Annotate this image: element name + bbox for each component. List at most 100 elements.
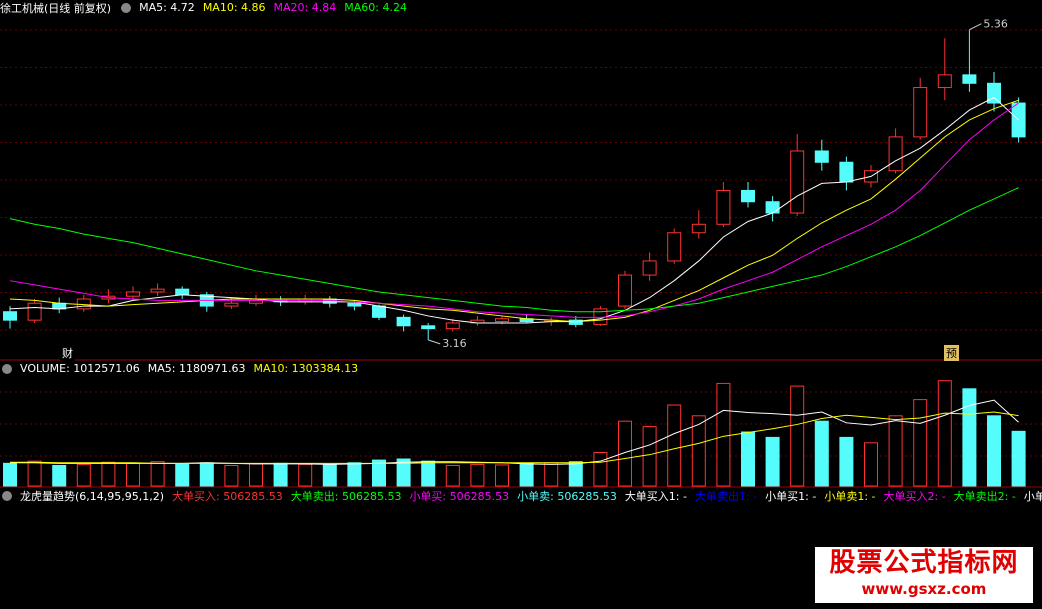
volume-bar (839, 436, 854, 487)
candle-body (396, 316, 411, 327)
volume-bar (790, 385, 805, 487)
volume-bar (273, 462, 288, 487)
candle-body (224, 302, 239, 307)
volume-bar (519, 462, 534, 487)
candle-body (937, 74, 952, 89)
volume-bar (716, 382, 731, 487)
candle-body (618, 274, 632, 307)
ma-value: MA20: 4.84 (273, 1, 337, 14)
volume-bar (568, 461, 583, 487)
candle-body (27, 302, 42, 321)
menu-icon[interactable] (121, 2, 132, 13)
indicator-value: 小单买: 506285.53 (409, 489, 510, 503)
menu-icon[interactable] (2, 490, 12, 501)
candle-body (691, 223, 706, 234)
watermark-url: www.gsxz.com (861, 580, 987, 598)
price-header: 徐工机械(日线 前复权) MA5: 4.72 MA10: 4.86 MA20: 4.8… (0, 0, 407, 15)
ma-value: MA10: 4.86 (202, 1, 266, 14)
indicator-value: 小单买 (1023, 489, 1042, 503)
candle-body (888, 136, 903, 172)
indicator-value: 小单卖1: - (824, 489, 876, 503)
candle-body (987, 82, 1001, 104)
volume-bar (27, 460, 42, 487)
candle-body (962, 74, 977, 84)
volume-bar (175, 463, 190, 487)
volume-bar (913, 399, 928, 487)
candle-body (445, 322, 460, 330)
volume-value: VOLUME: 1012571.06 (20, 362, 140, 375)
max-label: 5.36 (983, 18, 1008, 31)
volume-bar (396, 458, 411, 487)
volume-bar (741, 431, 755, 487)
volume-bar (864, 442, 878, 487)
ma-line (9, 96, 1019, 324)
candle-body (642, 260, 657, 276)
volume-bar (224, 464, 239, 487)
indicator-value: 大单买入2: - (883, 489, 946, 503)
min-arrow (428, 339, 441, 345)
volume-bar (298, 463, 313, 487)
volume-bar (150, 461, 165, 487)
candle-body (814, 150, 829, 163)
volume-bar (52, 464, 67, 487)
candle-body (150, 288, 165, 293)
ma-line (9, 99, 1019, 323)
indicator-value: 大单卖出2: - (953, 489, 1016, 503)
volume-bar (347, 462, 362, 487)
volume-bar (1011, 430, 1026, 487)
candle-body (839, 161, 854, 183)
candle-body (421, 325, 436, 330)
volume-value: MA10: 1303384.13 (253, 362, 359, 375)
candle-body (741, 189, 755, 203)
candle-body (667, 232, 682, 262)
menu-icon[interactable] (2, 363, 12, 374)
volume-bar (691, 415, 706, 487)
candle-body (3, 311, 17, 321)
indicator-value: 大单买入: 506285.53 (172, 489, 283, 503)
indicator-value: 大单卖出: 506285.53 (290, 489, 402, 503)
candle-body (126, 291, 140, 297)
volume-bar (544, 462, 559, 487)
indicator-value: 小单买1: - (765, 489, 817, 503)
forecast-marker[interactable]: 预 (944, 345, 959, 361)
candle-body (790, 150, 805, 214)
candle-body (175, 288, 190, 296)
volume-bar (322, 464, 337, 487)
volume-bar (470, 463, 485, 487)
volume-bar (126, 462, 140, 487)
volume-bar (199, 462, 214, 487)
indicator-header: 龙虎量趋势(6,14,95,95,1,2) 大单买入: 506285.53 大单卖出… (0, 488, 1042, 503)
indicator-value: 小单卖: 506285.53 (517, 489, 617, 503)
volume-bar (101, 461, 116, 487)
volume-bar (888, 415, 903, 487)
volume-bar (642, 426, 657, 487)
watermark: 股票公式指标网 www.gsxz.com (815, 547, 1033, 603)
volume-bar (618, 420, 632, 487)
watermark-title: 股票公式指标网 (829, 548, 1019, 578)
candle-body (716, 189, 731, 225)
candle-body (495, 318, 509, 323)
volume-bar (593, 452, 608, 487)
candle-body (347, 302, 362, 307)
min-label: 3.16 (442, 337, 467, 350)
finance-marker[interactable]: 财 (60, 345, 75, 361)
candle-body (372, 305, 386, 318)
indicator-value: 大单卖出1: - (694, 489, 758, 503)
ma-value: MA5: 4.72 (139, 1, 195, 14)
max-arrow (969, 23, 982, 31)
volume-bar (421, 460, 436, 487)
volume-bar (495, 464, 509, 487)
candle-body (568, 319, 583, 325)
volume-header: VOLUME: 1012571.06 MA5: 1180971.63 MA10: 1… (0, 361, 358, 376)
candle-body (913, 87, 928, 138)
volume-bar (3, 462, 17, 487)
volume-bar (372, 459, 386, 487)
ma-line (10, 411, 1019, 464)
volume-bar (765, 436, 780, 487)
ma-line (9, 187, 1019, 313)
volume-bar (987, 415, 1001, 487)
ma-line (9, 102, 1019, 318)
indicator-value: 大单买入1: - (624, 489, 687, 503)
